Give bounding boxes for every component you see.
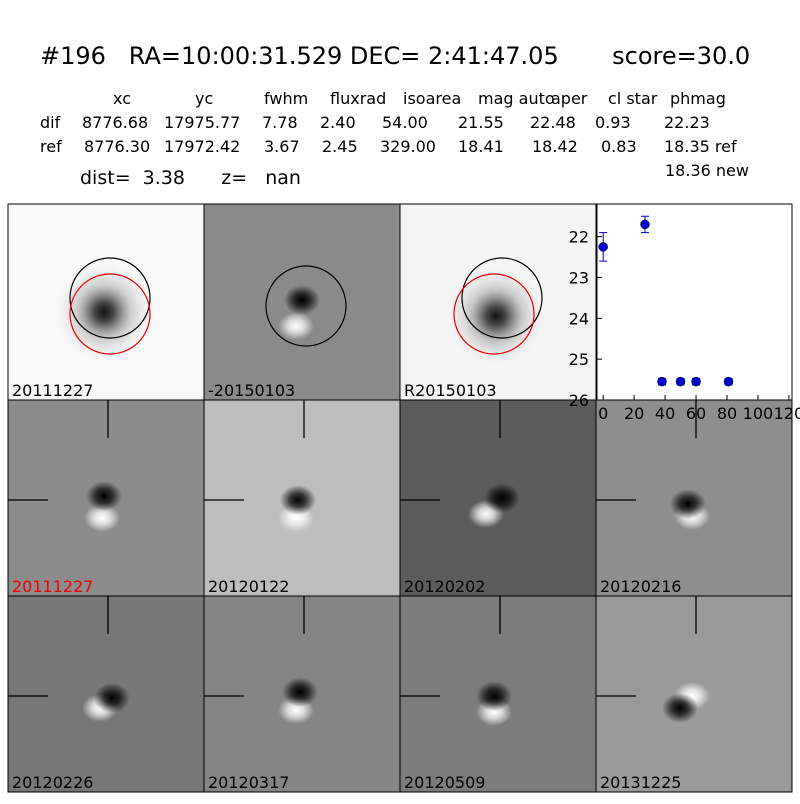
column-header: fluxrad — [330, 89, 386, 108]
stamp: 20120317 — [203, 595, 401, 793]
negative-residual — [86, 481, 122, 511]
aperture-circle — [69, 273, 151, 355]
x-tick-label: 0 — [598, 404, 608, 423]
stamp-label: 20111227 — [12, 577, 93, 596]
column-header: yc — [195, 89, 213, 108]
table-cell: 22.48 — [530, 113, 576, 132]
data-point — [723, 376, 734, 387]
negative-residual — [280, 485, 316, 515]
positive-residual — [84, 504, 120, 532]
stamp: 20111227 — [7, 203, 205, 401]
stamp-label: -20150103 — [208, 381, 295, 400]
data-point — [657, 376, 667, 387]
stamp: 20131225 — [595, 595, 793, 793]
stamp-label: 20111227 — [12, 381, 93, 400]
aperture-circle — [453, 273, 535, 355]
phmag-new: 18.36 new — [665, 161, 749, 180]
x-tick-label: 100 — [743, 404, 774, 423]
data-point — [640, 219, 650, 230]
stamp: 20120226 — [7, 595, 205, 793]
stamp-label: 20131225 — [600, 773, 681, 792]
table-cell: 0.83 — [601, 137, 637, 156]
x-tick-label: 40 — [655, 404, 675, 423]
plot-area — [596, 203, 793, 401]
stamp-label: 20120216 — [600, 577, 681, 596]
column-header: fwhm — [264, 89, 308, 108]
table-cell: 8776.68 — [82, 113, 148, 132]
column-header: cl star — [608, 89, 658, 108]
stamp: R20150103 — [399, 203, 597, 401]
table-cell: 17975.77 — [164, 113, 240, 132]
aperture-circle — [461, 257, 543, 339]
table-cell: 2.45 — [322, 137, 358, 156]
stamp: 20120509 — [399, 595, 597, 793]
negative-residual — [282, 677, 318, 707]
stamp-label: 20120202 — [404, 577, 485, 596]
table-cell: 17972.42 — [164, 137, 240, 156]
table-cell: 3.67 — [264, 137, 300, 156]
column-header: aper — [551, 89, 588, 108]
x-tick-label: 120 — [774, 404, 800, 423]
table-cell: 18.41 — [458, 137, 504, 156]
data-point — [675, 376, 686, 387]
table-cell: 0.93 — [595, 113, 631, 132]
positive-residual — [278, 312, 314, 340]
y-tick-label: 22 — [569, 228, 589, 247]
stamp-label: 20120317 — [208, 773, 289, 792]
dist-line: dist= 3.38 z= nan — [80, 167, 301, 189]
data-point — [691, 376, 701, 387]
y-tick-label: 26 — [569, 391, 589, 410]
y-tick-label: 24 — [569, 309, 589, 328]
x-tick-label: 20 — [624, 404, 644, 423]
negative-residual — [484, 483, 520, 513]
table-cell: 21.55 — [458, 113, 504, 132]
stamp-label: 20120122 — [208, 577, 289, 596]
data-point — [598, 242, 608, 252]
stamp: 20111227 — [7, 399, 205, 597]
negative-residual — [670, 489, 706, 519]
title: #196 RA=10:00:31.529 DEC= 2:41:47.05 sco… — [40, 42, 750, 70]
row-label: dif — [40, 113, 61, 132]
table-cell: 18.42 — [532, 137, 578, 156]
aperture-circle — [265, 265, 347, 347]
table-cell: 18.35 ref — [664, 137, 737, 156]
negative-residual — [94, 683, 130, 713]
row-label: ref — [40, 137, 62, 156]
negative-residual — [476, 681, 512, 711]
stamp-label: 20120226 — [12, 773, 93, 792]
x-tick-label: 60 — [686, 404, 706, 423]
aperture-circle — [69, 257, 151, 339]
stamp-label: 20120509 — [404, 773, 485, 792]
column-header: phmag — [670, 89, 726, 108]
y-tick-label: 23 — [569, 269, 589, 288]
table-cell: 8776.30 — [84, 137, 150, 156]
table-cell: 329.00 — [380, 137, 436, 156]
column-header: xc — [113, 89, 131, 108]
stamp-label: R20150103 — [404, 381, 497, 400]
table-cell: 7.78 — [262, 113, 298, 132]
stamp: -20150103 — [203, 203, 401, 401]
negative-residual — [284, 285, 320, 315]
table-cell: 54.00 — [382, 113, 428, 132]
column-header: isoarea — [403, 89, 461, 108]
stamp: 20120122 — [203, 399, 401, 597]
negative-residual — [662, 693, 698, 723]
stamp: 20120202 — [399, 399, 597, 597]
table-cell: 2.40 — [320, 113, 356, 132]
x-tick-label: 80 — [717, 404, 737, 423]
y-tick-label: 25 — [569, 350, 589, 369]
column-header: mag auto — [478, 89, 555, 108]
stamp: 20120216 — [595, 399, 793, 597]
table-cell: 22.23 — [664, 113, 710, 132]
source-blob — [448, 268, 544, 364]
